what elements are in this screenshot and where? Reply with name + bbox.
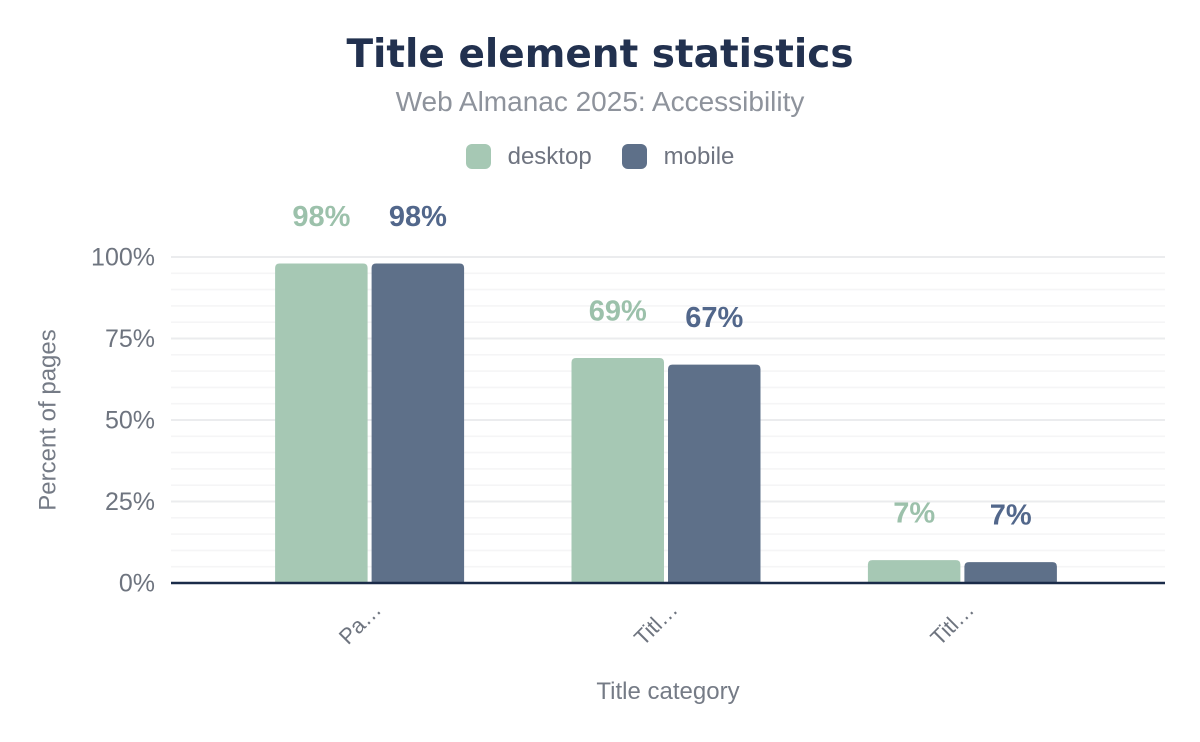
y-axis-title: Percent of pages [35,329,62,510]
bar-mobile-1 [668,364,761,583]
data-label-mobile-0: 98% [389,201,447,233]
bar-mobile-0 [371,263,465,583]
legend-item-mobile: mobile [621,143,735,170]
x-axis-title: Title category [596,678,739,705]
y-tick-label-25: 25% [105,488,155,516]
x-tick-label-0: Pa… [334,597,386,649]
legend: desktop mobile [0,144,1200,169]
y-tick-label-50: 50% [105,407,155,435]
bar-desktop-1 [571,358,664,583]
axis-titles: Percent of pages Title category [35,329,740,705]
legend-swatch-desktop [465,144,491,169]
legend-label-desktop: desktop [507,143,592,170]
data-label-desktop-2: 7% [893,498,935,530]
bars [275,263,1057,583]
bar-desktop-2 [867,560,961,583]
x-tick-label-1: Titl… [629,597,682,650]
data-label-mobile-1: 67% [685,302,743,334]
y-tick-labels: 0% 25% 50% 75% 100% [91,244,155,598]
legend-label-mobile: mobile [663,143,735,170]
legend-item-desktop: desktop [465,143,592,170]
data-label-desktop-1: 69% [589,296,647,328]
y-tick-label-75: 75% [105,325,155,353]
y-tick-label-0: 0% [119,570,155,598]
legend-swatch-mobile [621,144,647,169]
data-label-desktop-0: 98% [292,201,350,233]
data-label-mobile-2: 7% [990,500,1032,532]
x-tick-labels: Pa… Titl… Titl… [334,597,979,650]
chart-subtitle: Web Almanac 2025: Accessibility [395,86,805,117]
x-tick-label-2: Titl… [926,597,979,650]
chart-title: Title element statistics [346,32,854,77]
bar-mobile-2 [964,562,1057,583]
bar-desktop-0 [275,263,368,583]
y-tick-label-100: 100% [91,244,155,272]
data-labels: 98% 98% 69% 67% 7% 7% [292,201,1031,532]
